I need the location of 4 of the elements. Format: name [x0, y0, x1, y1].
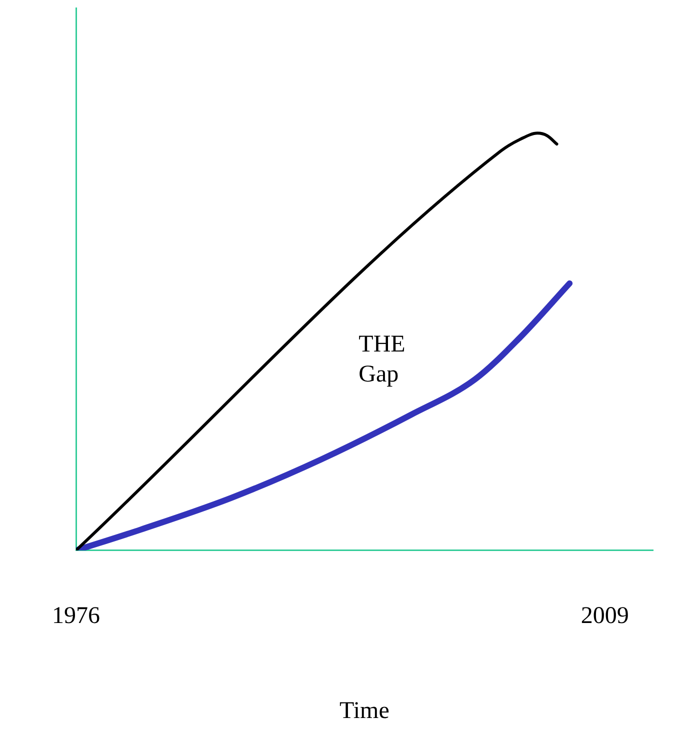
x-axis-title: Time [340, 698, 390, 724]
annotation: THE Gap [358, 332, 406, 388]
x-tick-label: 2009 [580, 603, 629, 630]
x-tick-label: 1976 [52, 603, 100, 630]
